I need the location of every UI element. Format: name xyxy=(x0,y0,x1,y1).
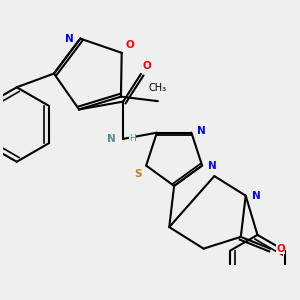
Text: O: O xyxy=(276,244,285,254)
Text: N: N xyxy=(106,134,115,144)
Text: N: N xyxy=(197,126,206,136)
Text: S: S xyxy=(134,169,141,179)
Text: N: N xyxy=(208,160,217,171)
Text: O: O xyxy=(143,61,152,71)
Text: O: O xyxy=(126,40,134,50)
Text: CH₃: CH₃ xyxy=(149,83,167,93)
Text: N: N xyxy=(252,191,260,201)
Text: H: H xyxy=(129,134,136,143)
Text: N: N xyxy=(65,34,74,44)
